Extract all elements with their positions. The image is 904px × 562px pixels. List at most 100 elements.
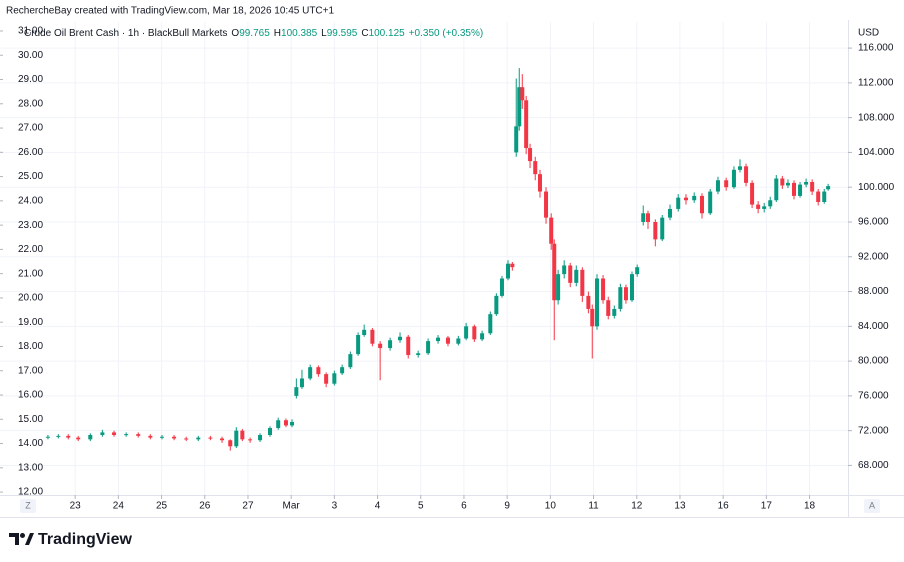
y2-tick-label: 18.00 xyxy=(18,341,43,352)
attribution: RechercheBay created with TradingView.co… xyxy=(6,6,334,17)
button-label[interactable]: Z xyxy=(25,500,31,510)
candle-body xyxy=(774,178,779,201)
candle-body xyxy=(780,178,785,186)
candle-body xyxy=(406,336,411,356)
y2-tick-label: 21.00 xyxy=(18,268,43,279)
y-tick-label: 108.000 xyxy=(858,112,895,123)
candle-body xyxy=(630,274,635,301)
candle-body xyxy=(574,269,579,283)
candle-body xyxy=(472,326,477,340)
candle-body xyxy=(488,314,493,334)
candle-body xyxy=(738,166,743,170)
candle-body xyxy=(601,278,606,301)
y2-tick-label: 12.00 xyxy=(18,487,43,498)
candle-body xyxy=(240,430,245,440)
y2-tick-label: 23.00 xyxy=(18,220,43,231)
y2-tick-label: 15.00 xyxy=(18,414,43,425)
button[interactable] xyxy=(864,499,880,513)
x-tick-label: 12 xyxy=(631,501,643,512)
candle-body xyxy=(308,367,313,379)
y2-tick-label: 13.00 xyxy=(18,462,43,473)
y-unit: USD xyxy=(858,28,879,39)
candle-body xyxy=(445,337,450,344)
y-tick-label: 100.000 xyxy=(858,182,895,193)
y-tick-label: 68.000 xyxy=(858,460,889,471)
button[interactable] xyxy=(20,499,36,513)
y-tick-label: 104.000 xyxy=(858,147,895,158)
x-tick-label: 27 xyxy=(242,501,254,512)
candle-body xyxy=(398,336,403,341)
candle-body xyxy=(595,278,600,327)
candle-body xyxy=(762,206,767,209)
candle-body xyxy=(768,200,773,207)
y-tick-label: 88.000 xyxy=(858,286,889,297)
button-label[interactable]: A xyxy=(869,500,875,510)
candle-body xyxy=(645,213,650,222)
candle-body xyxy=(464,326,469,339)
candle-body xyxy=(568,265,573,283)
y2-tick-label: 22.00 xyxy=(18,244,43,255)
candle-body xyxy=(283,420,288,426)
y-tick-label: 76.000 xyxy=(858,391,889,402)
candle-body xyxy=(267,428,272,436)
y2-tick-label: 27.00 xyxy=(18,123,43,134)
candle-body xyxy=(316,367,321,375)
candle-body xyxy=(641,213,646,222)
candle-body xyxy=(324,374,329,384)
candle-body xyxy=(826,186,831,190)
candle-body xyxy=(370,329,375,344)
x-tick-label: 9 xyxy=(504,501,510,512)
candle-body xyxy=(517,87,522,127)
y2-tick-label: 16.00 xyxy=(18,390,43,401)
x-tick-label: 25 xyxy=(156,501,168,512)
y2-tick-label: 14.00 xyxy=(18,438,43,449)
candle-body xyxy=(699,195,704,214)
candle-body xyxy=(416,353,421,356)
candle-body xyxy=(660,217,665,240)
x-tick-label: 13 xyxy=(674,501,686,512)
candle-body xyxy=(494,295,499,315)
candle-body xyxy=(692,195,697,201)
candle-body xyxy=(750,182,755,205)
candle-body xyxy=(362,329,367,336)
y-tick-label: 84.000 xyxy=(858,321,889,332)
legend-letter: O xyxy=(231,28,239,39)
y-tick-label: 116.000 xyxy=(858,43,894,54)
candle-body xyxy=(804,181,809,185)
candle-body xyxy=(684,197,689,201)
x-tick-label: 16 xyxy=(718,501,730,512)
candle-body xyxy=(810,181,815,192)
legend-letter: H xyxy=(274,28,281,39)
candle-body xyxy=(112,432,117,436)
y-tick-label: 72.000 xyxy=(858,425,889,436)
candle-body xyxy=(340,367,345,374)
y-tick-label: 112.000 xyxy=(858,78,894,89)
candle-body xyxy=(258,435,263,441)
candle-body xyxy=(798,184,803,196)
x-tick-label: 6 xyxy=(461,501,467,512)
candle-body xyxy=(590,308,595,327)
legend-value: 99.595 xyxy=(327,28,358,39)
candle-body xyxy=(294,387,299,396)
candle-body xyxy=(436,337,441,342)
y-tick-label: 92.000 xyxy=(858,251,889,262)
candle-body xyxy=(816,191,821,202)
candle-body xyxy=(248,439,253,441)
candle-body xyxy=(606,300,611,316)
candle-body xyxy=(785,182,790,186)
candle-body xyxy=(388,340,393,349)
legend-value: 100.385 xyxy=(281,28,318,39)
candle-body xyxy=(514,126,519,153)
candle-body xyxy=(653,221,658,240)
candle-body xyxy=(196,437,201,440)
candle-body xyxy=(533,161,538,175)
candle-body xyxy=(499,278,504,296)
candle-body xyxy=(159,436,164,438)
candle-body xyxy=(136,434,141,436)
candle-body xyxy=(528,148,533,162)
candle-body xyxy=(184,438,189,440)
x-tick-label: Mar xyxy=(283,501,301,512)
x-tick-label: 26 xyxy=(199,501,211,512)
y2-tick-label: 28.00 xyxy=(18,98,43,109)
